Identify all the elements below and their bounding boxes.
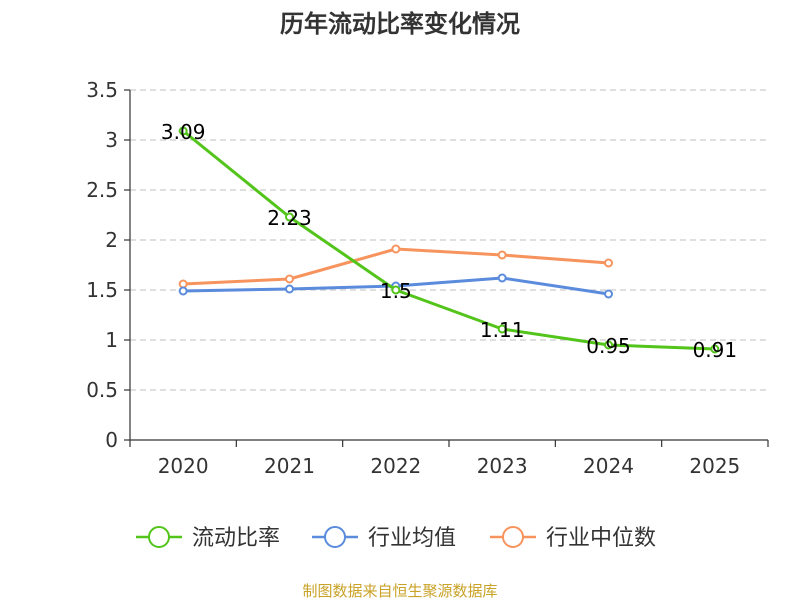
legend-item[interactable]: 行业均值 xyxy=(312,526,456,551)
data-point xyxy=(391,244,401,254)
data-point xyxy=(710,344,720,354)
data-point xyxy=(604,340,613,350)
x-tick-label: 2024 xyxy=(583,454,634,478)
x-tick-label: 2020 xyxy=(158,454,209,478)
data-label: 3.09 xyxy=(161,120,206,144)
y-tick-label: 0 xyxy=(105,428,118,452)
data-label: 0.95 xyxy=(586,334,631,358)
legend-marker-icon xyxy=(148,526,170,548)
data-label: 1.5 xyxy=(380,279,412,303)
y-tick-label: 1 xyxy=(105,328,118,352)
y-tick-label: 0.5 xyxy=(86,378,118,402)
series-line xyxy=(182,129,715,351)
data-point xyxy=(391,285,401,295)
chart-title: 历年流动比率变化情况 xyxy=(280,10,520,38)
data-point xyxy=(285,212,294,222)
x-tick-label: 2022 xyxy=(370,454,421,478)
legend-label: 行业中位数 xyxy=(546,526,656,551)
data-label: 1.11 xyxy=(480,318,525,342)
y-tick-label: 1.5 xyxy=(86,278,118,302)
data-label: 0.91 xyxy=(693,338,738,362)
data-point xyxy=(285,284,294,294)
data-point xyxy=(497,273,507,283)
data-labels: 3.09 2.23 1.5 1.11 0.95 0.91 xyxy=(161,120,737,362)
series-layer xyxy=(178,126,720,354)
x-tick-label: 2023 xyxy=(477,454,528,478)
source-note: 制图数据来自恒生聚源数据库 xyxy=(302,582,497,600)
x-tick-label: 2025 xyxy=(689,454,740,478)
legend-label: 行业均值 xyxy=(368,526,456,551)
data-label: 2.23 xyxy=(267,206,312,230)
legend-marker-icon xyxy=(502,526,524,548)
y-tick-label: 2 xyxy=(105,228,118,252)
y-tick-label: 3 xyxy=(105,128,118,152)
data-point xyxy=(604,289,613,299)
legend-item[interactable]: 行业中位数 xyxy=(490,526,656,551)
x-tick-label: 2021 xyxy=(264,454,315,478)
legend: 流动比率 行业均值 行业中位数 xyxy=(136,526,656,551)
legend-marker-icon xyxy=(324,526,346,548)
y-tick-label: 3.5 xyxy=(86,78,118,102)
legend-item[interactable]: 流动比率 xyxy=(136,526,280,551)
data-point xyxy=(178,126,188,136)
y-tick-label: 2.5 xyxy=(86,178,118,202)
data-point xyxy=(497,324,507,334)
data-point xyxy=(285,274,294,284)
data-point xyxy=(178,286,188,296)
axes: 0 0.5 1 1.5 2 2.5 3 3.5 2020 2021 2022 2023 2024 2025 xyxy=(86,78,769,478)
data-point xyxy=(497,250,507,260)
data-point xyxy=(604,258,613,268)
legend-label: 流动比率 xyxy=(192,526,280,551)
data-point xyxy=(178,279,188,289)
grid-lines xyxy=(130,89,768,391)
